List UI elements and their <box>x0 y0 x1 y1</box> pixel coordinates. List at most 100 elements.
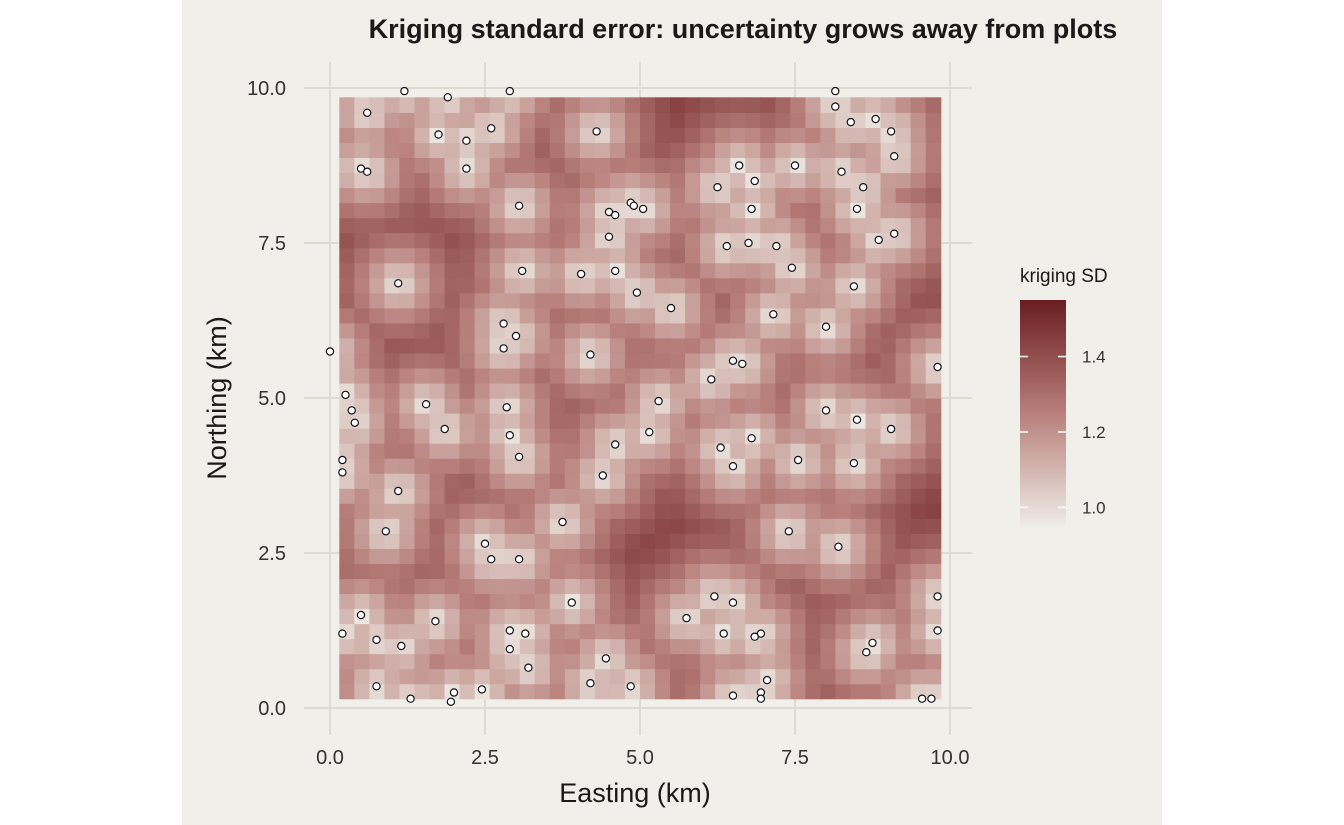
raster-cell <box>820 413 837 429</box>
raster-cell <box>655 488 671 504</box>
raster-cell <box>534 563 551 580</box>
raster-cell <box>775 623 791 640</box>
raster-cell <box>489 277 506 294</box>
raster-cell <box>820 503 837 519</box>
raster-cell <box>835 127 852 144</box>
raster-cell <box>730 127 746 144</box>
raster-cell <box>624 608 641 625</box>
raster-cell <box>429 97 446 113</box>
raster-cell <box>865 623 882 640</box>
raster-cell <box>339 337 355 354</box>
raster-cell <box>594 217 611 234</box>
raster-cell <box>369 563 386 580</box>
raster-cell <box>700 217 716 234</box>
raster-cell <box>489 292 506 309</box>
raster-cell <box>820 157 837 174</box>
raster-cell <box>384 428 401 444</box>
raster-cell <box>459 142 476 159</box>
raster-cell <box>850 382 867 399</box>
raster-cell <box>910 337 927 354</box>
plot-point <box>682 613 691 623</box>
raster-cell <box>760 578 776 595</box>
raster-cell <box>685 382 701 399</box>
raster-cell <box>700 202 716 219</box>
raster-cell <box>489 307 506 324</box>
raster-cell <box>534 533 551 549</box>
raster-cell <box>865 608 882 625</box>
raster-cell <box>474 172 491 189</box>
raster-cell <box>760 473 776 489</box>
raster-cell <box>609 473 626 489</box>
raster-cell <box>775 157 791 174</box>
raster-cell <box>820 187 837 204</box>
raster-cell <box>474 322 491 339</box>
raster-cell <box>850 367 867 384</box>
raster-cell <box>549 668 566 685</box>
raster-cell <box>369 307 386 324</box>
raster-cell <box>700 352 716 369</box>
raster-cell <box>339 292 355 309</box>
raster-cell <box>655 413 671 429</box>
raster-cell <box>474 548 491 564</box>
raster-cell <box>399 488 416 504</box>
raster-cell <box>640 112 656 128</box>
raster-cell <box>730 398 746 414</box>
raster-cell <box>399 292 416 309</box>
raster-cell <box>384 563 401 580</box>
raster-cell <box>655 653 671 670</box>
plot-point <box>480 539 490 548</box>
raster-cell <box>760 683 776 700</box>
raster-cell <box>685 157 701 174</box>
raster-cell <box>354 548 370 564</box>
raster-cell <box>474 488 491 504</box>
raster-cell <box>444 533 461 549</box>
raster-cell <box>700 187 716 204</box>
raster-cell <box>594 247 611 264</box>
raster-cell <box>429 292 446 309</box>
raster-cell <box>444 187 461 204</box>
raster-cell <box>850 292 867 309</box>
raster-cell <box>369 548 386 564</box>
raster-cell <box>429 638 446 655</box>
raster-cell <box>354 262 370 279</box>
raster-cell <box>624 307 641 324</box>
raster-cell <box>715 548 731 564</box>
raster-cell <box>745 322 761 339</box>
raster-cell <box>895 187 912 204</box>
raster-cell <box>775 443 791 459</box>
raster-cell <box>429 202 446 219</box>
raster-cell <box>775 247 791 264</box>
raster-cell <box>745 367 761 384</box>
raster-cell <box>339 172 355 189</box>
raster-cell <box>670 187 686 204</box>
raster-cell <box>685 142 701 159</box>
raster-cell <box>624 142 641 159</box>
raster-cell <box>564 172 581 189</box>
raster-cell <box>474 563 491 580</box>
raster-cell <box>640 187 656 204</box>
raster-cell <box>489 202 506 219</box>
raster-cell <box>745 262 761 279</box>
raster-cell <box>790 623 806 640</box>
raster-cell <box>549 367 566 384</box>
raster-cell <box>670 668 686 685</box>
plot-point <box>611 210 620 220</box>
raster-cell <box>504 578 521 595</box>
raster-cell <box>519 458 536 474</box>
raster-cell <box>519 608 536 625</box>
raster-cell <box>805 217 822 234</box>
raster-cell <box>369 593 386 610</box>
raster-cell <box>730 382 746 399</box>
raster-cell <box>670 518 686 534</box>
raster-cell <box>745 518 761 534</box>
raster-cell <box>790 307 806 324</box>
raster-cell <box>534 578 551 595</box>
raster-cell <box>459 593 476 610</box>
raster-cell <box>805 533 822 549</box>
raster-cell <box>700 473 716 489</box>
raster-cell <box>670 262 686 279</box>
raster-cell <box>369 623 386 640</box>
raster-cell <box>895 488 912 504</box>
raster-cell <box>594 623 611 640</box>
raster-cell <box>414 337 431 354</box>
